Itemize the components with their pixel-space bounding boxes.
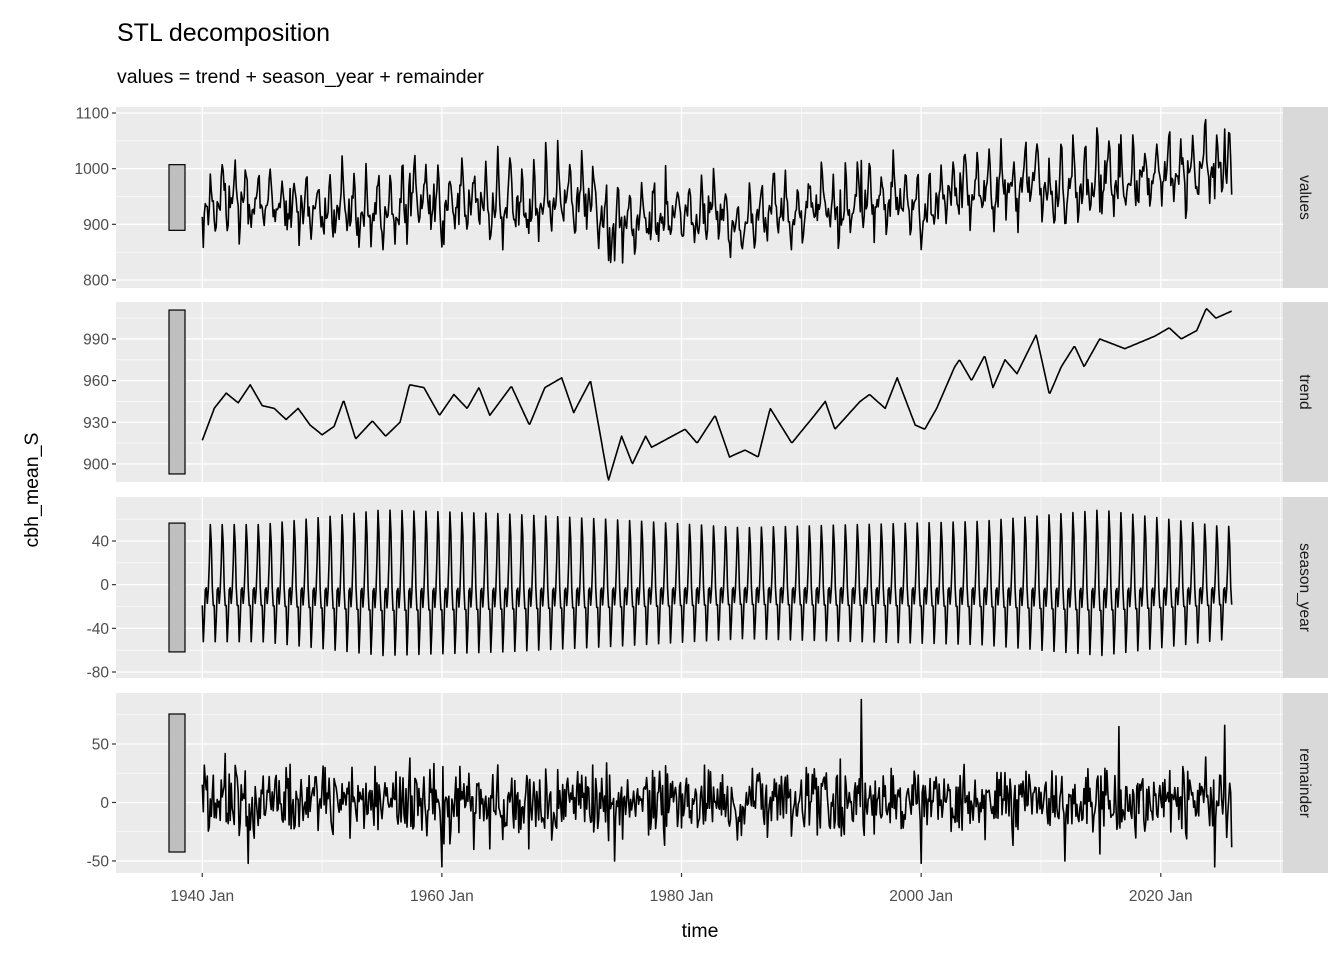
panel-background — [116, 302, 1283, 482]
y-tick-label: 0 — [100, 577, 109, 594]
series-line-trend — [201, 308, 1232, 481]
series-line-values — [201, 118, 1233, 264]
chart-title: STL decomposition — [117, 19, 330, 47]
y-tick-label: 0 — [100, 795, 109, 812]
scale-bar — [168, 522, 186, 653]
y-axis-label: cbh_mean_S — [21, 433, 43, 548]
y-tick-label: -80 — [87, 664, 110, 681]
facet-panels: 800 900 1000 1100 values 900 930 960 990 trend -80… — [75, 106, 1328, 873]
x-axis-label: time — [682, 920, 719, 942]
facet-strip — [1283, 107, 1328, 288]
facet-strip — [1283, 693, 1328, 873]
facet-strip-label: season_year — [1296, 543, 1313, 632]
y-tick-label: -50 — [87, 853, 110, 870]
facet-strip-label: remainder — [1296, 748, 1313, 818]
y-tick-label: 930 — [83, 415, 109, 432]
y-tick-label: -40 — [87, 621, 110, 638]
facet-strip — [1283, 497, 1328, 678]
panel-remainder: -50 0 50 remainder — [87, 693, 1328, 873]
series-line-remainder — [201, 698, 1233, 868]
y-tick-label: 960 — [83, 373, 109, 390]
facet-strip — [1283, 302, 1328, 482]
scale-bar — [168, 713, 186, 853]
y-tick-label: 800 — [83, 272, 109, 289]
panel-trend: 900 930 960 990 trend — [83, 302, 1328, 482]
scale-bar — [168, 164, 186, 231]
x-tick-label: 2020 Jan — [1129, 888, 1193, 905]
facet-strip-label: values — [1296, 175, 1313, 220]
y-tick-label: 40 — [92, 533, 110, 550]
y-tick-label: 900 — [83, 217, 109, 234]
panel-season_year: -80 -40 0 40 season_year — [87, 497, 1328, 681]
x-tick-label: 2000 Jan — [889, 888, 953, 905]
y-tick-label: 1000 — [75, 161, 110, 178]
scale-bar — [168, 309, 186, 475]
x-tick-label: 1960 Jan — [410, 888, 474, 905]
panel-values: 800 900 1000 1100 values — [75, 106, 1328, 289]
y-tick-label: 1100 — [76, 106, 110, 123]
x-tick-label: 1940 Jan — [170, 888, 234, 905]
facet-strip-label: trend — [1296, 374, 1313, 409]
x-axis: 1940 Jan 1960 Jan 1980 Jan 2000 Jan 2020 Jan — [170, 873, 1193, 905]
series-line-season_year — [201, 509, 1233, 657]
y-tick-label: 900 — [83, 456, 109, 473]
y-tick-label: 50 — [92, 736, 110, 753]
y-tick-label: 990 — [83, 331, 109, 348]
x-tick-label: 1980 Jan — [650, 888, 714, 905]
chart-subtitle: values = trend + season_year + remainder — [117, 66, 484, 88]
